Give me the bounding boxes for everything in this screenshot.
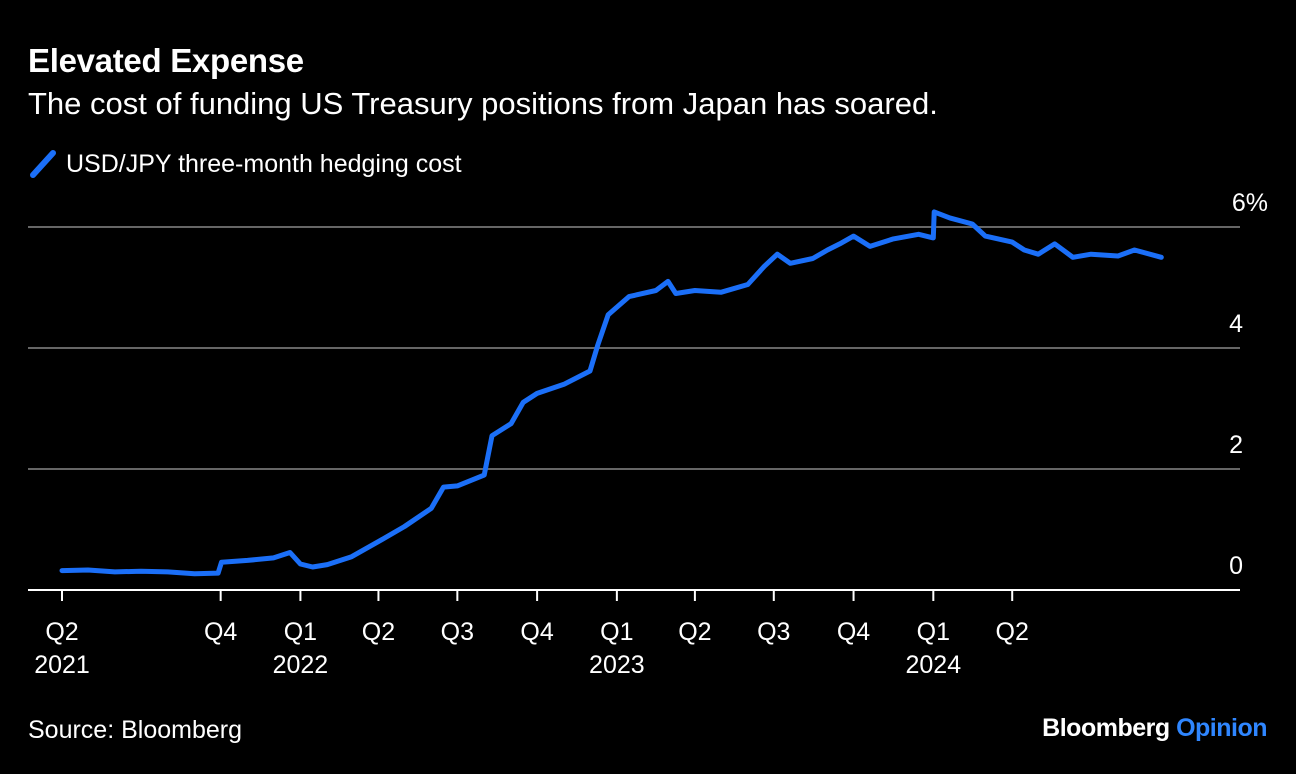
y-tick-label: 4 xyxy=(1229,310,1243,338)
x-tick-label: Q2 xyxy=(678,618,711,646)
x-tick-label: Q4 xyxy=(837,618,870,646)
brand-accent: Opinion xyxy=(1176,714,1267,742)
x-axis: Q2 2021 Q4 Q1 2022 Q2 Q3 Q4 Q1 2023 Q2 Q3 Q4 Q1 2024 Q2 xyxy=(28,589,1240,679)
legend: USD/JPY three-month hedging cost xyxy=(30,148,462,180)
x-tick-label: Q3 xyxy=(757,618,790,646)
x-tick-year-label: 2024 xyxy=(906,651,962,679)
brand-main: Bloomberg xyxy=(1042,714,1170,742)
series-line-usd-jpy xyxy=(59,209,1164,577)
x-tick-label: Q3 xyxy=(441,618,474,646)
x-tick-label: Q2 xyxy=(996,618,1029,646)
x-tick-label: Q1 xyxy=(284,618,317,646)
x-tick-label: Q4 xyxy=(520,618,553,646)
legend-label: USD/JPY three-month hedging cost xyxy=(66,149,462,178)
x-tick-label: Q2 xyxy=(362,618,395,646)
y-tick-label: 0 xyxy=(1229,552,1243,580)
x-tick-year-label: 2023 xyxy=(589,651,645,679)
chart-title: Elevated Expense xyxy=(28,42,304,79)
source-note: Source: Bloomberg xyxy=(28,716,243,744)
chart-subtitle: The cost of funding US Treasury position… xyxy=(28,86,938,121)
x-tick-label: Q2 xyxy=(45,618,78,646)
x-tick-label: Q1 xyxy=(917,618,950,646)
x-tick-year-label: 2022 xyxy=(273,651,329,679)
x-tick-label: Q4 xyxy=(204,618,237,646)
x-tick-label: Q1 xyxy=(600,618,633,646)
brand-logo: Bloomberg Opinion xyxy=(1042,714,1267,743)
x-tick-year-label: 2021 xyxy=(34,651,90,679)
y-axis: 0 2 4 6% xyxy=(1229,189,1268,580)
y-tick-label: 6% xyxy=(1232,189,1268,217)
gridlines xyxy=(28,226,1240,470)
y-tick-label: 2 xyxy=(1229,431,1243,459)
legend-swatch xyxy=(30,150,56,178)
